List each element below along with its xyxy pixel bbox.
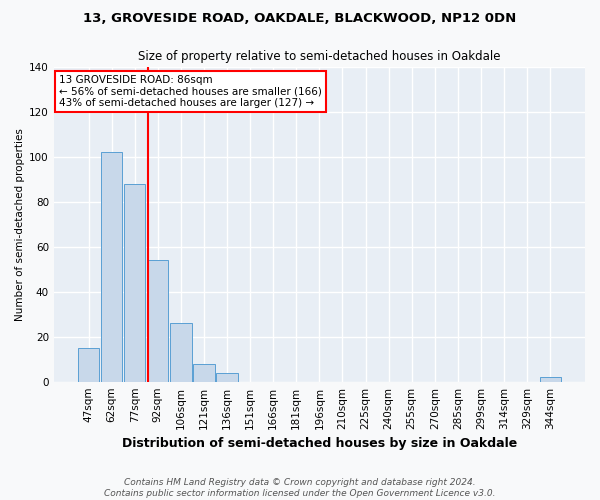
Bar [78, 348, 99, 382]
X-axis label: Distribution of semi-detached houses by size in Oakdale: Distribution of semi-detached houses by … [122, 437, 517, 450]
Bar [101, 152, 122, 382]
Bar [170, 323, 191, 382]
Bar [124, 184, 145, 382]
Text: Contains HM Land Registry data © Crown copyright and database right 2024.
Contai: Contains HM Land Registry data © Crown c… [104, 478, 496, 498]
Bar [193, 364, 215, 382]
Bar [539, 377, 561, 382]
Text: 13 GROVESIDE ROAD: 86sqm
← 56% of semi-detached houses are smaller (166)
43% of : 13 GROVESIDE ROAD: 86sqm ← 56% of semi-d… [59, 75, 322, 108]
Bar [217, 372, 238, 382]
Y-axis label: Number of semi-detached properties: Number of semi-detached properties [15, 128, 25, 321]
Bar [147, 260, 169, 382]
Text: 13, GROVESIDE ROAD, OAKDALE, BLACKWOOD, NP12 0DN: 13, GROVESIDE ROAD, OAKDALE, BLACKWOOD, … [83, 12, 517, 26]
Title: Size of property relative to semi-detached houses in Oakdale: Size of property relative to semi-detach… [138, 50, 500, 63]
